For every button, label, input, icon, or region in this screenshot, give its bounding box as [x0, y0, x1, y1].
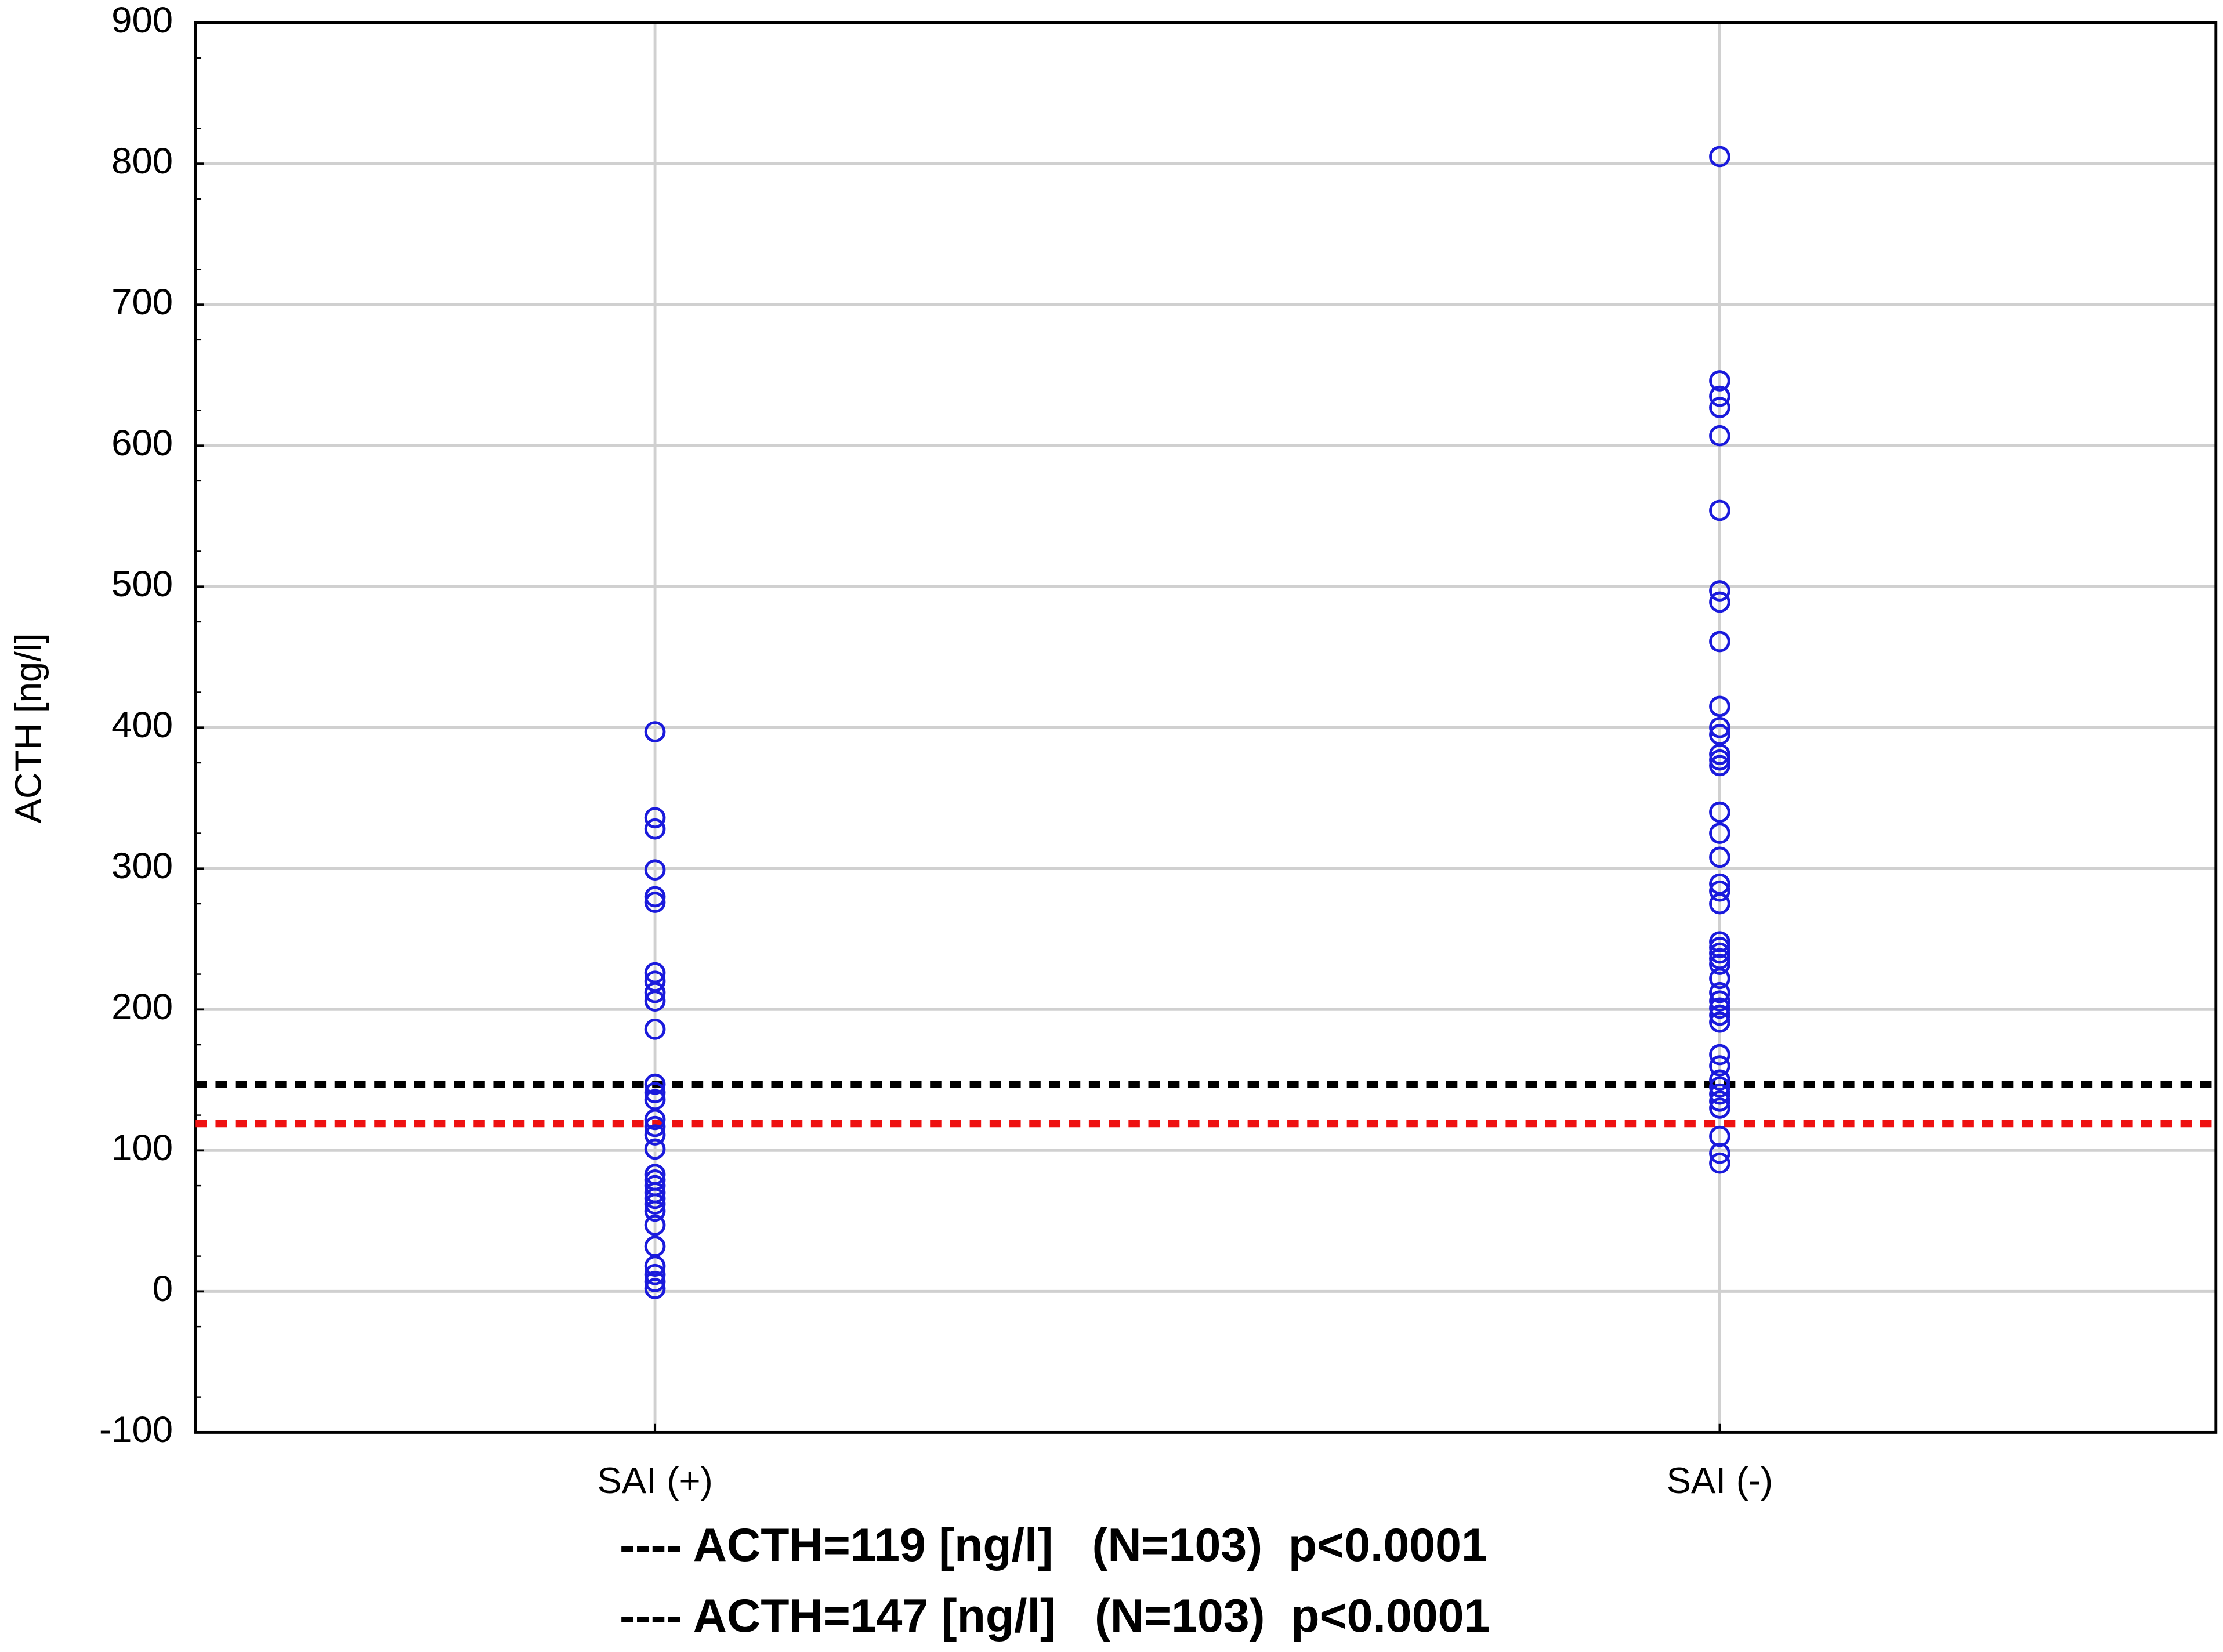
data-point [1709, 591, 1730, 613]
data-point [644, 1271, 666, 1292]
data-point [644, 1263, 666, 1285]
data-point [1709, 893, 1730, 915]
data-point [1709, 385, 1730, 407]
data-point [1709, 695, 1730, 718]
legend-label: ---- ACTH=147 [ng/l] (N=103) p<0.0001 [620, 1590, 1490, 1642]
data-point [644, 1138, 666, 1160]
y-tick-label: 400 [111, 704, 173, 745]
data-point [1709, 1097, 1730, 1119]
data-point [1709, 942, 1730, 964]
y-tick-label: 900 [111, 0, 173, 41]
data-point [1709, 981, 1730, 1003]
data-point [644, 1124, 666, 1146]
data-point [644, 1193, 666, 1215]
data-point [1709, 937, 1730, 958]
data-point [644, 1214, 666, 1236]
data-point [1709, 880, 1730, 902]
data-point [1709, 1004, 1730, 1026]
y-tick-label: 100 [111, 1127, 173, 1168]
data-point [644, 1255, 666, 1277]
data-point [644, 807, 666, 829]
data-point [1709, 846, 1730, 868]
data-point [1709, 397, 1730, 418]
data-point [1709, 1076, 1730, 1098]
data-point [1709, 997, 1730, 1019]
data-point [1709, 968, 1730, 990]
data-point [1709, 954, 1730, 975]
data-point [1709, 425, 1730, 447]
data-point [1709, 801, 1730, 823]
data-point [1709, 1083, 1730, 1105]
data-point [1709, 931, 1730, 952]
data-point [1709, 1090, 1730, 1112]
data-point [1709, 716, 1730, 738]
data-point [1709, 370, 1730, 392]
data-point [1709, 744, 1730, 765]
y-tick-label: -100 [99, 1409, 173, 1450]
data-point [1709, 1055, 1730, 1077]
data-point [644, 1200, 666, 1222]
data-point [1709, 823, 1730, 844]
data-point [1709, 1044, 1730, 1066]
data-point [644, 1082, 666, 1104]
data-point [1709, 580, 1730, 602]
data-point [644, 1073, 666, 1095]
legend-label: ---- ACTH=119 [ng/l] (N=103) p<0.0001 [620, 1519, 1487, 1571]
data-point [1709, 1125, 1730, 1147]
data-point [1709, 1011, 1730, 1033]
y-tick-label: 300 [111, 845, 173, 886]
data-point [1709, 146, 1730, 168]
data-point [644, 818, 666, 840]
y-axis-label: ACTH [ng/l] [8, 633, 49, 823]
data-point [644, 1019, 666, 1040]
data-point [644, 1108, 666, 1131]
data-point [1709, 1152, 1730, 1174]
data-point [1709, 755, 1730, 777]
y-tick-label: 0 [153, 1268, 173, 1309]
data-point [1709, 499, 1730, 521]
data-point [1709, 1069, 1730, 1091]
x-tick-label: SAI (+) [597, 1460, 712, 1501]
data-point [644, 892, 666, 913]
data-point [1709, 749, 1730, 771]
data-point [644, 1187, 666, 1209]
data-point [1709, 1142, 1730, 1164]
data-point [644, 990, 666, 1012]
plot-frame [194, 21, 2218, 1434]
y-tick-label: 500 [111, 563, 173, 604]
data-point [644, 859, 666, 881]
data-point [1709, 631, 1730, 653]
x-tick-label: SAI (-) [1667, 1460, 1773, 1501]
y-tick-label: 200 [111, 986, 173, 1027]
y-tick-label: 600 [111, 422, 173, 463]
data-point [644, 1278, 666, 1299]
data-point [644, 981, 666, 1003]
data-point [644, 886, 666, 908]
data-point [644, 1115, 666, 1137]
data-point [1709, 990, 1730, 1012]
y-tick-label: 700 [111, 281, 173, 323]
y-tick-label: 800 [111, 140, 173, 182]
data-point [644, 721, 666, 742]
